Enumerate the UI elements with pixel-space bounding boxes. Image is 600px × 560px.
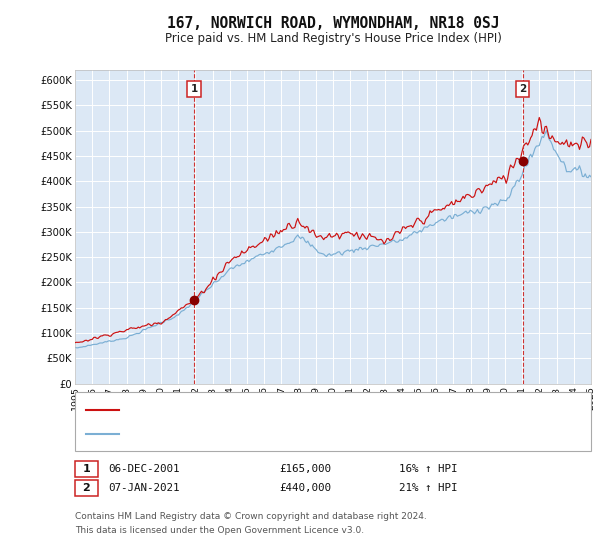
Text: 167, NORWICH ROAD, WYMONDHAM, NR18 0SJ: 167, NORWICH ROAD, WYMONDHAM, NR18 0SJ bbox=[167, 16, 499, 31]
Text: £165,000: £165,000 bbox=[279, 464, 331, 474]
Text: 167, NORWICH ROAD, WYMONDHAM, NR18 0SJ (detached house): 167, NORWICH ROAD, WYMONDHAM, NR18 0SJ (… bbox=[126, 405, 452, 414]
Text: 1: 1 bbox=[190, 84, 197, 94]
Text: 2: 2 bbox=[519, 84, 527, 94]
Text: HPI: Average price, detached house, South Norfolk: HPI: Average price, detached house, Sout… bbox=[126, 430, 378, 440]
Text: 2: 2 bbox=[83, 483, 90, 493]
Text: 21% ↑ HPI: 21% ↑ HPI bbox=[399, 483, 458, 493]
Text: 16% ↑ HPI: 16% ↑ HPI bbox=[399, 464, 458, 474]
Text: £440,000: £440,000 bbox=[279, 483, 331, 493]
Text: 06-DEC-2001: 06-DEC-2001 bbox=[109, 464, 180, 474]
Text: 07-JAN-2021: 07-JAN-2021 bbox=[109, 483, 180, 493]
Text: 1: 1 bbox=[83, 464, 90, 474]
Text: Price paid vs. HM Land Registry's House Price Index (HPI): Price paid vs. HM Land Registry's House … bbox=[164, 31, 502, 45]
Text: Contains HM Land Registry data © Crown copyright and database right 2024.
This d: Contains HM Land Registry data © Crown c… bbox=[75, 512, 427, 535]
